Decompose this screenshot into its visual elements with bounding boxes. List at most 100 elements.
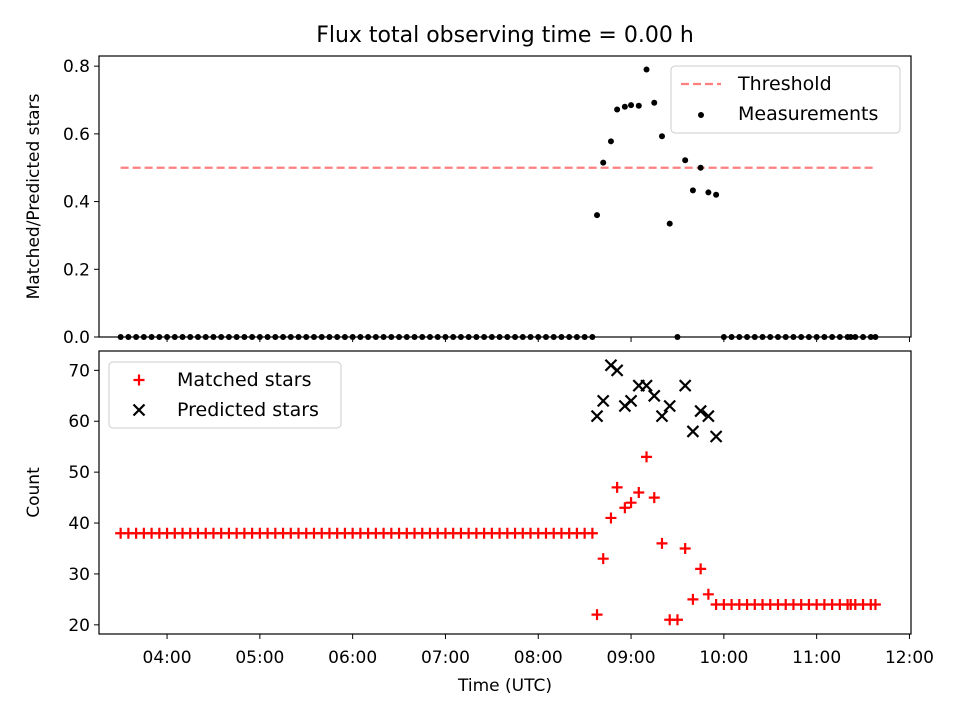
predicted-star-point [678, 379, 692, 392]
x-tick-label: 10:00 [699, 648, 748, 668]
y-tick-label: 0.6 [63, 125, 90, 145]
measurement-point [628, 102, 635, 109]
measurement-point [674, 334, 681, 340]
measurement-point [210, 334, 217, 340]
measurement-point [705, 189, 712, 196]
matched-star-point [597, 553, 609, 565]
y-tick-label: 0.8 [63, 57, 90, 77]
predicted-star-point [610, 364, 624, 377]
measurement-point [798, 334, 805, 340]
x-tick-label: 05:00 [235, 648, 284, 668]
x-tick-label: 07:00 [421, 648, 470, 668]
measurement-point [171, 334, 178, 340]
measurement-point [666, 220, 673, 227]
matched-star-point [702, 588, 714, 600]
legend-matched-swatch [133, 374, 145, 386]
axes-frame [98, 350, 912, 635]
measurement-point [535, 334, 542, 340]
predicted-star-point [647, 389, 661, 403]
legend-label: Threshold [737, 73, 832, 95]
measurement-point [600, 159, 607, 166]
measurement-point [621, 103, 628, 110]
legend-label: Matched stars [177, 369, 311, 391]
measurement-point [581, 334, 588, 340]
measurement-point [194, 334, 201, 340]
measurement-point [256, 334, 263, 340]
measurement-point [728, 334, 735, 340]
measurement-point [697, 164, 704, 171]
measurement-point [689, 187, 696, 194]
matched-star-point [586, 527, 598, 539]
predicted-star-point [702, 409, 715, 423]
matched-star-point [695, 563, 707, 575]
y-axis-label: Matched/Predicted stars [24, 93, 44, 299]
y-tick-label: 0.0 [63, 328, 90, 348]
measurement-point [388, 334, 395, 340]
predicted-star-point [596, 394, 610, 408]
measurement-point [573, 334, 580, 340]
measurement-point [411, 334, 418, 340]
measurement-point [751, 334, 758, 340]
measurement-point [558, 334, 565, 340]
y-tick-label: 30 [68, 565, 90, 585]
y-tick-label: 0.4 [63, 193, 90, 213]
legend-predicted-swatch [132, 403, 146, 417]
measurement-point [403, 334, 410, 340]
measurement-point [272, 334, 279, 340]
matched-star-point [671, 614, 683, 626]
legend-label: Measurements [738, 103, 878, 125]
measurement-point [233, 334, 240, 340]
measurement-point [280, 334, 287, 340]
predicted-star-point [590, 409, 604, 423]
measurement-point [836, 334, 843, 340]
matched-star-point [687, 593, 699, 605]
measurement-point [426, 334, 433, 340]
measurement-point [148, 334, 155, 340]
x-tick-label: 11:00 [792, 648, 841, 668]
bottom-axes: 20 30 40 50 60 70 04:00 05:00 06:00 07:00 08:00 09:… [24, 350, 934, 696]
measurement-point [488, 334, 495, 340]
measurement-point [744, 334, 751, 340]
measurement-point [713, 191, 720, 198]
measurement-point [651, 99, 658, 106]
measurement-point [658, 133, 665, 140]
measurement-point [566, 334, 573, 340]
measurement-point [117, 334, 124, 340]
legend: Matched stars Predicted stars [108, 361, 342, 429]
measurement-point [821, 334, 828, 340]
predicted-star-point [655, 409, 669, 423]
measurement-point [434, 334, 441, 340]
measurement-point [295, 334, 302, 340]
measurement-point [287, 334, 294, 340]
measurement-point [512, 334, 519, 340]
matched-star-point [619, 502, 631, 514]
measurement-point [349, 334, 356, 340]
measurement-point [682, 157, 689, 164]
predicted-star-point [663, 399, 676, 413]
x-tick-label: 04:00 [143, 648, 192, 668]
measurement-point [759, 334, 766, 340]
measurement-point [847, 334, 854, 340]
measurement-point [225, 334, 232, 340]
measurement-point [767, 334, 774, 340]
x-tick-label: 12:00 [885, 648, 934, 668]
measurement-point [736, 334, 743, 340]
measurement-point [303, 334, 310, 340]
measurement-point [334, 334, 341, 340]
measurement-point [457, 334, 464, 340]
predicted-star-point [694, 404, 707, 418]
x-tick-label: 09:00 [607, 648, 656, 668]
measurement-point [829, 334, 836, 340]
measurement-point [774, 334, 781, 340]
measurement-point [496, 334, 503, 340]
x-axis-label: Time (UTC) [457, 676, 552, 696]
measurement-point [607, 138, 614, 145]
matched-star-point [605, 512, 617, 524]
measurement-point [542, 334, 549, 340]
top-axes: 0.0 0.2 0.4 0.6 0.8 Matched/Predicted stars Th… [24, 55, 912, 348]
chart-title: Flux total observing time = 0.00 h [316, 23, 694, 48]
measurement-point [125, 334, 132, 340]
matched-star-point [679, 542, 691, 554]
measurement-point [473, 334, 480, 340]
